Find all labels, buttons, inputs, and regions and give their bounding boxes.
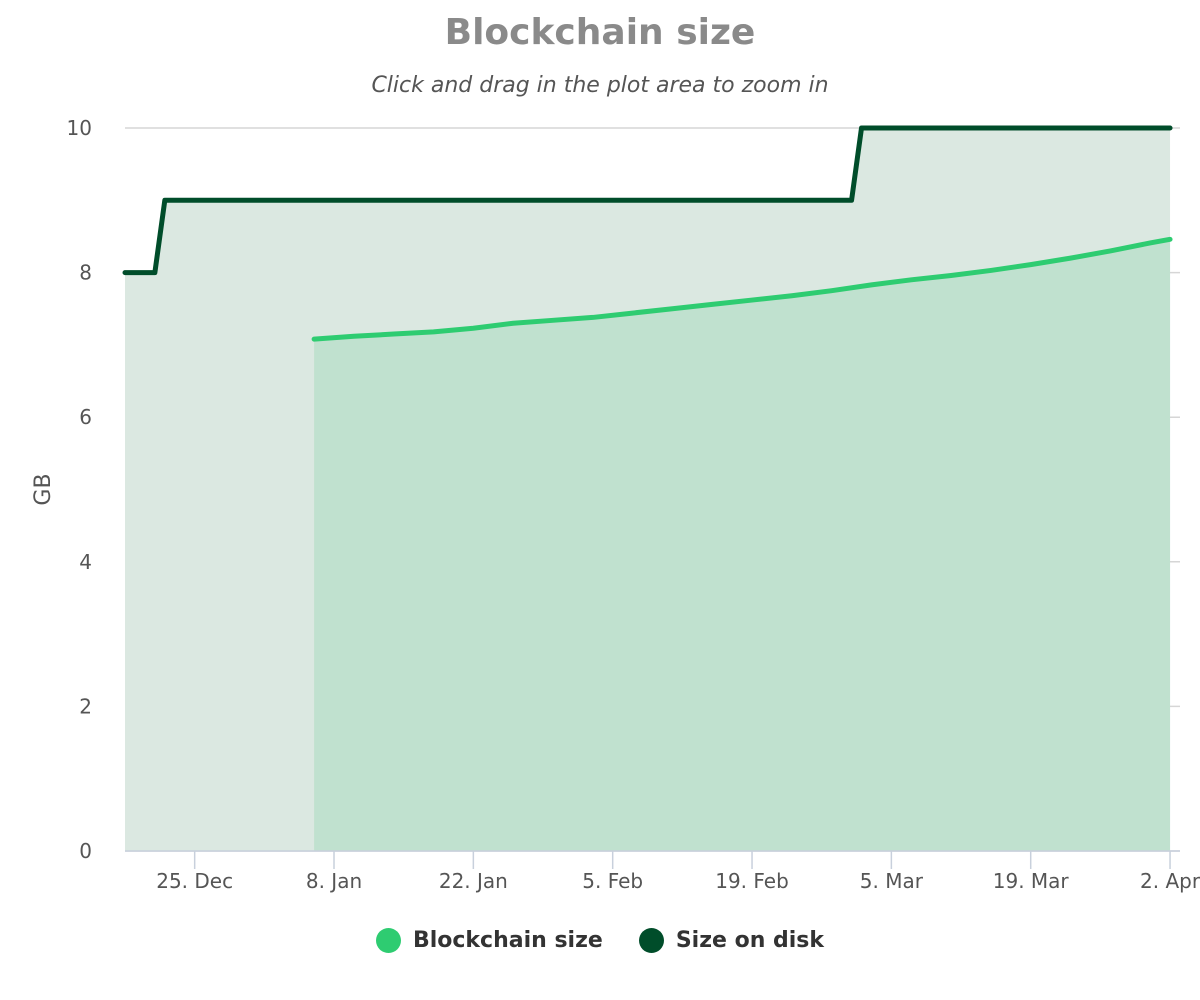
y-tick-label: 0 <box>79 839 92 863</box>
y-tick-label: 10 <box>67 116 92 140</box>
y-tick-label: 2 <box>79 694 92 718</box>
y-tick-label: 8 <box>79 261 92 285</box>
y-axis-title: GB <box>31 473 56 505</box>
legend-label-blockchain-size: Blockchain size <box>412 928 603 953</box>
legend-item-size-on-disk[interactable]: Size on disk <box>638 928 825 953</box>
y-tick-label: 4 <box>79 550 92 574</box>
chart-subtitle: Click and drag in the plot area to zoom … <box>371 73 829 98</box>
legend-item-blockchain-size[interactable]: Blockchain size <box>375 928 603 953</box>
y-tick-label: 6 <box>79 405 92 429</box>
legend-marker-blockchain-size <box>375 928 401 953</box>
chart-title: Blockchain size <box>444 12 756 53</box>
x-tick-label: 5. Feb <box>582 869 643 893</box>
legend-marker-size-on-disk <box>638 928 664 953</box>
x-tick-label: 8. Jan <box>306 869 362 893</box>
legend: Blockchain size Size on disk <box>0 928 1200 953</box>
x-tick-label: 2. Apr <box>1140 869 1200 893</box>
legend-label-size-on-disk: Size on disk <box>675 928 825 953</box>
line-blockchain-size[interactable] <box>311 236 1173 342</box>
x-tick-label: 19. Feb <box>715 869 789 893</box>
area-blockchain-size <box>314 239 1171 852</box>
x-tick-label: 22. Jan <box>439 869 508 893</box>
x-tick-label: 25. Dec <box>156 869 233 893</box>
line-size-on-disk[interactable] <box>122 125 1173 276</box>
x-tick-label: 5. Mar <box>860 869 924 893</box>
x-tick-label: 19. Mar <box>993 869 1070 893</box>
